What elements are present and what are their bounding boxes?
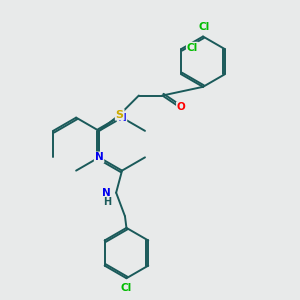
Text: N: N [102, 188, 111, 198]
Text: S: S [116, 110, 124, 120]
Text: N: N [118, 112, 126, 123]
Text: Cl: Cl [187, 43, 198, 52]
Text: H: H [103, 197, 111, 207]
Text: Cl: Cl [121, 283, 132, 293]
Text: Cl: Cl [199, 22, 210, 32]
Text: O: O [177, 102, 186, 112]
Text: N: N [95, 152, 103, 162]
